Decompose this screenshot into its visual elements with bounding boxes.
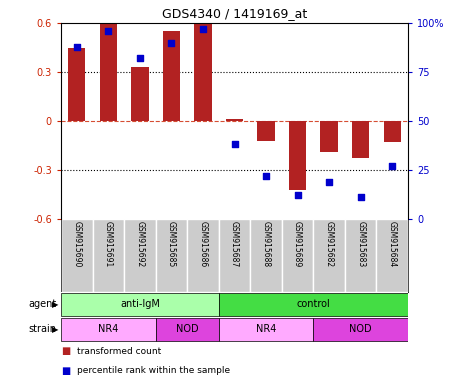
Bar <box>320 121 338 152</box>
Bar <box>92 219 124 292</box>
Text: ▶: ▶ <box>52 300 59 309</box>
Text: GSM915684: GSM915684 <box>388 221 397 267</box>
Bar <box>61 293 219 316</box>
Bar <box>345 219 377 292</box>
Bar <box>61 219 92 292</box>
Text: ■: ■ <box>61 346 70 356</box>
Bar <box>99 23 117 121</box>
Text: GSM915688: GSM915688 <box>262 221 271 267</box>
Bar <box>352 121 370 159</box>
Bar <box>156 219 187 292</box>
Text: GSM915682: GSM915682 <box>325 221 333 267</box>
Bar <box>257 121 275 141</box>
Text: GSM915691: GSM915691 <box>104 221 113 267</box>
Text: ■: ■ <box>61 366 70 376</box>
Bar <box>219 219 250 292</box>
Bar <box>61 318 156 341</box>
Bar <box>68 48 85 121</box>
Title: GDS4340 / 1419169_at: GDS4340 / 1419169_at <box>162 7 307 20</box>
Point <box>262 173 270 179</box>
Text: transformed count: transformed count <box>77 347 162 356</box>
Bar <box>219 318 313 341</box>
Text: GSM915687: GSM915687 <box>230 221 239 267</box>
Text: GSM915690: GSM915690 <box>72 221 81 267</box>
Point <box>325 179 333 185</box>
Text: GSM915689: GSM915689 <box>293 221 302 267</box>
Bar <box>156 318 219 341</box>
Point <box>105 28 112 34</box>
Text: agent: agent <box>28 299 56 310</box>
Text: GSM915683: GSM915683 <box>356 221 365 267</box>
Bar <box>194 24 212 121</box>
Bar <box>219 293 408 316</box>
Point <box>136 55 144 61</box>
Text: NOD: NOD <box>176 324 198 334</box>
Text: GSM915685: GSM915685 <box>167 221 176 267</box>
Text: GSM915692: GSM915692 <box>136 221 144 267</box>
Point <box>199 26 207 32</box>
Bar <box>226 119 243 121</box>
Text: NR4: NR4 <box>98 324 119 334</box>
Bar <box>384 121 401 142</box>
Text: control: control <box>296 299 330 310</box>
Bar <box>131 67 149 121</box>
Text: NR4: NR4 <box>256 324 276 334</box>
Text: strain: strain <box>28 324 56 334</box>
Bar <box>289 121 306 190</box>
Bar <box>377 219 408 292</box>
Text: anti-IgM: anti-IgM <box>120 299 160 310</box>
Point <box>231 141 238 147</box>
Bar <box>250 219 282 292</box>
Point <box>357 194 364 200</box>
Bar <box>187 219 219 292</box>
Text: NOD: NOD <box>349 324 372 334</box>
Text: ▶: ▶ <box>52 325 59 334</box>
Text: percentile rank within the sample: percentile rank within the sample <box>77 366 230 375</box>
Bar <box>282 219 313 292</box>
Bar <box>313 318 408 341</box>
Bar <box>124 219 156 292</box>
Bar <box>163 31 180 121</box>
Text: GSM915686: GSM915686 <box>198 221 207 267</box>
Bar <box>313 219 345 292</box>
Point <box>388 163 396 169</box>
Point <box>73 43 81 50</box>
Point <box>294 192 302 199</box>
Point <box>167 40 175 46</box>
